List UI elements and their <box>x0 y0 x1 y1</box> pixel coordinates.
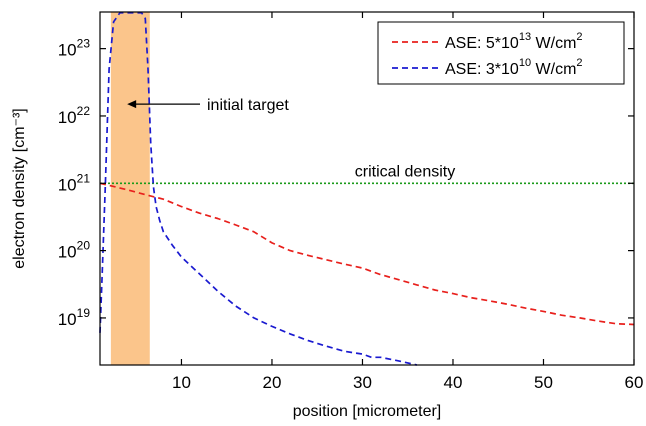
y-tick-label-21: 1021 <box>58 171 91 194</box>
y-tick-label-23: 1023 <box>58 37 91 60</box>
legend-box <box>377 21 625 85</box>
legend-label-2: ASE: 3*1010 W/cm2 <box>445 57 583 78</box>
plot-frame <box>99 11 635 366</box>
series-line-1 <box>99 182 635 326</box>
series-line-2 <box>99 11 417 366</box>
y-tick-label-19: 1019 <box>58 306 91 329</box>
x-tick-label-10: 10 <box>172 373 191 392</box>
x-tick-label-20: 20 <box>263 373 282 392</box>
x-tick-label-30: 30 <box>353 373 372 392</box>
legend-label-1: ASE: 5*1013 W/cm2 <box>445 31 583 52</box>
initial-target-band <box>110 12 150 365</box>
x-tick-label-50: 50 <box>534 373 553 392</box>
x-tick-label-40: 40 <box>444 373 463 392</box>
y-axis-title: electron density [cm⁻³] <box>11 108 28 269</box>
critical-density-label: critical density <box>355 163 455 180</box>
y-tick-label-22: 1022 <box>58 104 91 127</box>
initial-target-arrowhead <box>127 100 137 109</box>
y-tick-label-20: 1020 <box>58 239 91 262</box>
x-tick-label-60: 60 <box>625 373 644 392</box>
initial-target-label: initial target <box>207 97 289 114</box>
x-axis-title: position [micrometer] <box>293 403 442 420</box>
